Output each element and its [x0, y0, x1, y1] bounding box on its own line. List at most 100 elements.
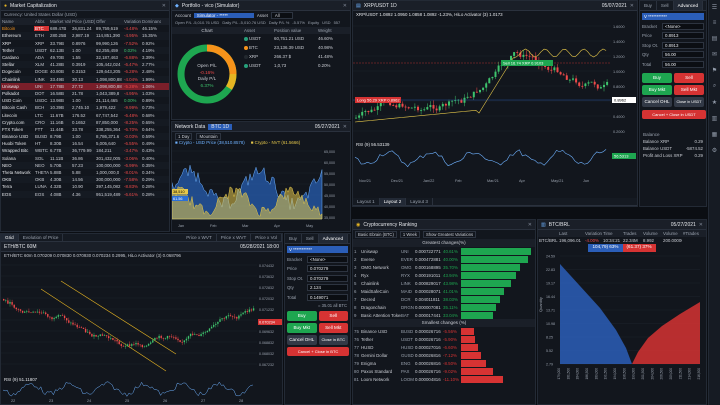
- total-input[interactable]: 0.149071: [307, 293, 348, 301]
- eth-candlestick-chart[interactable]: 0.074432 0.073632 0.072832 0.072032 0.071232…: [1, 259, 282, 405]
- tab-price-vol[interactable]: Price x Vol: [251, 234, 282, 241]
- total-input[interactable]: 56.00: [662, 60, 704, 68]
- stop-input[interactable]: 0.8913: [662, 41, 704, 49]
- close-position-button[interactable]: Close in BTC: [318, 334, 348, 345]
- table-row[interactable]: Stellar XLM 41.28B 0.3919 105,442,024 -6.47% 2…: [1, 61, 169, 69]
- ranking-view[interactable]: Show Greatest Variations: [422, 231, 477, 238]
- tab-advanced[interactable]: Advanced: [673, 1, 704, 10]
- buy-market-button[interactable]: Buy Mkt: [287, 322, 317, 333]
- close-icon[interactable]: ✕: [698, 221, 703, 228]
- news-icon[interactable]: ✉: [711, 52, 718, 58]
- calendar-icon[interactable]: ▦: [711, 132, 718, 138]
- column-header[interactable]: Market Valu.: [50, 19, 71, 25]
- ranking-row[interactable]: 80 Paxos Standard PAX 0.000026716 -9.02%: [353, 367, 535, 375]
- xrp-chart-title[interactable]: XRP/USDT 1D: [363, 2, 397, 9]
- xrp-candlestick-chart[interactable]: 1.60001.40001.20001.00000.80000.60000.40…: [353, 18, 637, 196]
- price-input[interactable]: 0.070279: [307, 265, 348, 272]
- ranking-row[interactable]: 81 Loom Network LOOM 0.000004816 -11.10%: [353, 375, 535, 383]
- column-header[interactable]: Name: [2, 19, 14, 25]
- scanner-icon[interactable]: ⌕: [712, 83, 717, 89]
- table-row[interactable]: Huobi Token HT 8.30B 16.54 5,005,640 -6.55% 0.…: [1, 140, 169, 148]
- bracket-select[interactable]: <None>: [307, 255, 348, 263]
- ranking-row[interactable]: 7 Decred DCR 0.004011811 38.03%: [353, 295, 535, 303]
- close-icon[interactable]: ✕: [527, 221, 532, 228]
- tab-buy[interactable]: Buy: [640, 1, 657, 10]
- table-row[interactable]: USDT 1,0,73 0.20%: [242, 61, 350, 70]
- qty-input[interactable]: 2.124: [307, 284, 348, 291]
- buy-button[interactable]: Buy: [642, 72, 672, 83]
- table-row[interactable]: FTX Token FTT 11.44B 33.78 338,255,364 -6.70%…: [1, 125, 169, 133]
- ranking-filter[interactable]: Basic Ebrain (BTC): [355, 231, 397, 238]
- table-row[interactable]: BTC 23,136.39 USD 40.98%: [242, 43, 350, 52]
- table-row[interactable]: NEO NEO 5.70B 57.23 100,000,000 -6.99% 0.35%: [1, 161, 169, 169]
- account-select[interactable]: Simulator - *****: [193, 13, 254, 18]
- table-row[interactable]: Wrapped Bitc WBTC 6.77B 36,779.99 184,211 -3.…: [1, 147, 169, 155]
- account-select[interactable]: V ***********: [287, 246, 348, 253]
- table-row[interactable]: Bitcoin BTC 689.47B 36,831.24 89,759,619 -4.4…: [1, 25, 169, 33]
- ranking-row[interactable]: 76 Tether USDT 0.000026716 -5.90%: [353, 335, 535, 343]
- ranking-row[interactable]: 1 Uniswap UNI 0.000722771 40.61%: [353, 247, 535, 255]
- table-row[interactable]: USD Coin USDC 13.98B 1.00 21,114,465 0.00% 0.8…: [1, 97, 169, 105]
- ranking-row[interactable]: 5 Chainlink LINK 0.000829017 43.98%: [353, 279, 535, 287]
- tab-price-wvt-2[interactable]: Price x WVT: [217, 234, 252, 241]
- table-row[interactable]: Ethereum ETH 280.25B 2,987.19 114,851,390 -4.…: [1, 32, 169, 40]
- tab-evolution[interactable]: Evolution of Price: [19, 234, 64, 241]
- sell-button[interactable]: Sell: [318, 310, 348, 321]
- table-row[interactable]: Chainlink LINK 33.49B 30.13 1,098,800,88 -4.0…: [1, 75, 169, 83]
- chart-icon[interactable]: ▤: [711, 36, 718, 42]
- close-position-button[interactable]: Close in USDT: [674, 96, 704, 107]
- ranking-row[interactable]: 2 Everse EVER 0.000472881 40.00%: [353, 255, 535, 263]
- sell-button[interactable]: Sell: [674, 72, 704, 83]
- ranking-row[interactable]: 8 Dragonchain DRGN 0.000007081 35.11%: [353, 303, 535, 311]
- table-row[interactable]: Uniswap UNI 17.78B 27.72 1,098,800,88 -5.28% 1…: [1, 82, 169, 90]
- close-icon[interactable]: ✕: [161, 2, 166, 9]
- ranking-row[interactable]: 9 Basic Attention Token BAT 0.000017441 33.0…: [353, 311, 535, 319]
- depth-title[interactable]: BTC/BRL: [548, 221, 570, 228]
- table-row[interactable]: Litecoin LTC 11.67B 176.52 67,747,542 -6.48% 0…: [1, 111, 169, 119]
- ranking-row[interactable]: 6 MaidSafeCoin MAID 0.000028071 41.01%: [353, 287, 535, 295]
- ranking-row[interactable]: 4 Ryx RYX 0.000191011 43.94%: [353, 271, 535, 279]
- close-icon[interactable]: ✕: [342, 2, 347, 9]
- column-header[interactable]: Abbr.: [35, 19, 46, 25]
- cancel-ohl-button[interactable]: Cancel OHL: [642, 96, 672, 107]
- ranking-row[interactable]: 78 Gemini Dollar GUSD 0.000026816 -7.12%: [353, 351, 535, 359]
- column-header[interactable]: Price (USD): [72, 19, 95, 25]
- table-row[interactable]: Crypto.com CRO 11.16B 0.1652 87,850,000 -8.25…: [1, 118, 169, 126]
- table-row[interactable]: Bitcoin Cash BCH 10.39B 2,745.10 1,979,422 -9…: [1, 104, 169, 112]
- style-select[interactable]: Mountain: [196, 132, 221, 140]
- table-row[interactable]: EOS EOS 4.08B 4.36 951,519,489 -6.61% 0.28%: [1, 190, 169, 198]
- qty-input[interactable]: 56.00: [662, 51, 704, 58]
- long-position-tag[interactable]: [355, 97, 401, 103]
- stop-input[interactable]: 0.070279: [307, 274, 348, 282]
- buy-market-button[interactable]: Buy Mkt: [642, 84, 672, 95]
- depth-chart[interactable]: Quantity 24.59 22.83 19.17 16.44 13.71 10.98 8.…: [538, 252, 706, 398]
- table-row[interactable]: Polkadot DOT 16.58B 21.78 1,043,389,8 -4.95% 1…: [1, 89, 169, 98]
- close-icon[interactable]: ✕: [342, 123, 347, 130]
- orders-icon[interactable]: ≡: [712, 20, 717, 26]
- ranking-row[interactable]: 3 OMG Network OMG 0.000168895 35.70%: [353, 263, 535, 271]
- tab-buy[interactable]: Buy: [285, 234, 302, 243]
- cancel-close-button[interactable]: Cancel + Close in BTC: [287, 346, 349, 356]
- depth-icon[interactable]: ▥: [711, 116, 718, 122]
- ranking-row[interactable]: 75 Binance USD BUSD 0.000026716 -5.56%: [353, 327, 535, 335]
- column-header[interactable]: Variation: [124, 19, 141, 25]
- tab-sell[interactable]: Sell: [302, 234, 319, 243]
- table-row[interactable]: Tether USDT 62.13B 1.00 62,255,459 0.02% 4.19%: [1, 46, 169, 54]
- network-symbol[interactable]: BTC 1D: [208, 123, 233, 130]
- tab-layout-2[interactable]: Layout 2: [379, 198, 407, 205]
- table-row[interactable]: Theta Network THETA 5.88B 5.88 1,000,000,0 -8…: [1, 168, 169, 177]
- watchlist-icon[interactable]: ☰: [711, 5, 718, 11]
- tab-grid[interactable]: Grid: [1, 234, 19, 241]
- sell-market-button[interactable]: Sell Mkt: [318, 322, 348, 333]
- price-input[interactable]: 0.8913: [662, 32, 704, 39]
- ranking-row[interactable]: 79 Enigma ENG 0.000026816 -8.50%: [353, 359, 535, 367]
- ranking-icon[interactable]: ★: [711, 100, 718, 106]
- account-select[interactable]: V ***********: [642, 13, 704, 20]
- table-row[interactable]: XRP XRP 33.79B 0.8976 99,990,126 -7.52% 0.92%: [1, 39, 169, 47]
- trend-line[interactable]: [60, 280, 177, 355]
- table-row[interactable]: Dogecoin DOGE 40.80B 0.3153 129,643,205 -6.28…: [1, 68, 169, 76]
- alerts-icon[interactable]: ⚑: [711, 68, 718, 74]
- eth-chart-title[interactable]: ETH/BTC 60M: [4, 243, 37, 250]
- tab-layout-1[interactable]: Layout 1: [353, 198, 380, 205]
- buy-button[interactable]: Buy: [287, 310, 317, 321]
